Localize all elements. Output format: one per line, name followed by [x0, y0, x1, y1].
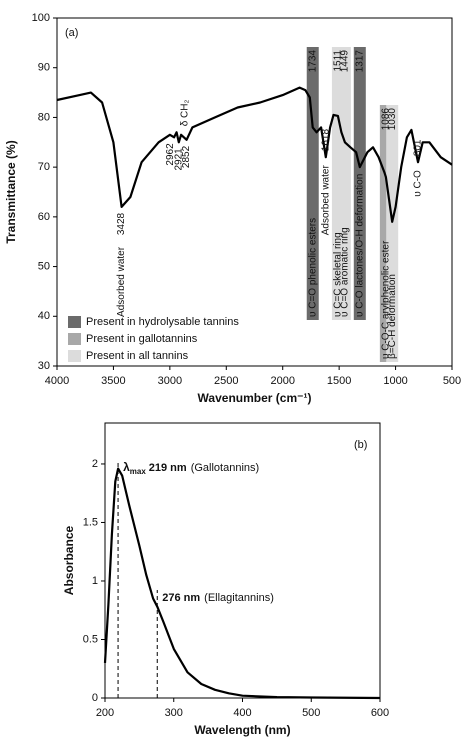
legend-label: Present in gallotannins — [86, 333, 198, 345]
annotation-subscript: max — [130, 467, 147, 476]
peak-label: 1734 — [307, 50, 318, 73]
annotation-value: 219 nm — [149, 462, 187, 474]
legend-label: Present in hydrolysable tannins — [86, 316, 239, 328]
x-tick-label: 3000 — [158, 375, 182, 387]
x-axis-title: Wavelength (nm) — [194, 723, 290, 737]
x-tick-label: 4000 — [45, 375, 69, 387]
peak-note: υ C-O-C arylphenolic ester — [381, 240, 392, 359]
x-tick-label: 2500 — [214, 375, 238, 387]
y-tick-label: 0.5 — [83, 633, 98, 645]
panel-label: (b) — [354, 439, 367, 451]
peak-note: Adsorbed water — [116, 246, 127, 317]
legend-swatch — [68, 350, 81, 362]
peak-note: υ C-O — [413, 170, 424, 197]
peak-note: υ C=C skeletal ring — [333, 232, 344, 317]
legend-label: Present in all tannins — [86, 350, 189, 362]
peak-label: 801 — [413, 139, 424, 156]
peak-note: υ C=O phenolic esters — [307, 218, 318, 317]
peak-label: 2921 — [173, 148, 184, 171]
y-tick-label: 40 — [38, 310, 50, 322]
y-tick-label: 50 — [38, 260, 50, 272]
peak-note: δ CH₂ — [179, 99, 190, 126]
peak-label: 1618 — [320, 129, 331, 152]
x-tick-label: 1000 — [383, 375, 407, 387]
peak-label: 1030 — [387, 108, 398, 131]
x-tick-label: 600 — [371, 707, 389, 719]
y-tick-label: 0 — [92, 692, 98, 704]
peak-note: Adsorbed water — [320, 165, 331, 236]
x-tick-label: 300 — [165, 707, 183, 719]
peak-label: 1086 — [381, 108, 392, 131]
y-tick-label: 1 — [92, 575, 98, 587]
y-tick-label: 60 — [38, 211, 50, 223]
band — [306, 47, 319, 320]
annotation-note: (Gallotannins) — [191, 462, 259, 474]
band — [338, 47, 351, 320]
peak-label: 3428 — [116, 212, 127, 235]
x-axis-title: Wavenumber (cm⁻¹) — [198, 391, 312, 405]
x-tick-label: 500 — [302, 707, 320, 719]
x-tick-label: 3500 — [101, 375, 125, 387]
peak-label: 1449 — [340, 50, 351, 73]
legend-swatch — [68, 316, 81, 328]
y-tick-label: 2 — [92, 458, 98, 470]
x-tick-label: 500 — [443, 375, 461, 387]
peak-label: 1317 — [354, 50, 365, 73]
y-tick-label: 100 — [32, 12, 50, 24]
peak-note: υ C-O lactones/O-H deformation — [354, 174, 365, 317]
annotation: 276 nm (Ellagitannins) — [162, 592, 274, 604]
y-axis-title: Absorbance — [62, 526, 76, 596]
spectrum-line — [103, 467, 381, 700]
y-tick-label: 80 — [38, 111, 50, 123]
band — [386, 105, 399, 362]
y-tick-label: 30 — [38, 360, 50, 372]
annotation-symbol: λ — [123, 460, 130, 474]
peak-note: υ C=O aromatic ring — [340, 227, 351, 317]
y-tick-label: 90 — [38, 62, 50, 74]
y-tick-label: 1.5 — [83, 516, 98, 528]
y-tick-label: 70 — [38, 161, 50, 173]
plot-frame — [56, 17, 453, 367]
x-tick-label: 200 — [96, 707, 114, 719]
annotation-note: (Ellagitannins) — [204, 592, 274, 604]
x-tick-label: 2000 — [270, 375, 294, 387]
peak-label: 1511 — [333, 50, 344, 72]
peak-label: 2852 — [181, 145, 192, 168]
annotation-value: 276 nm — [162, 592, 200, 604]
spectrum-line — [56, 86, 453, 223]
peak-label: 2962 — [165, 143, 176, 166]
x-tick-label: 1500 — [327, 375, 351, 387]
legend-swatch — [68, 333, 81, 345]
band — [353, 47, 366, 320]
peak-note: β=C-H deformation — [387, 274, 398, 359]
x-tick-label: 400 — [233, 707, 251, 719]
y-axis-title: Transmittance (%) — [4, 140, 18, 243]
annotation: λmax 219 nm (Gallotannins) — [123, 460, 259, 476]
panel-label: (a) — [65, 27, 78, 39]
